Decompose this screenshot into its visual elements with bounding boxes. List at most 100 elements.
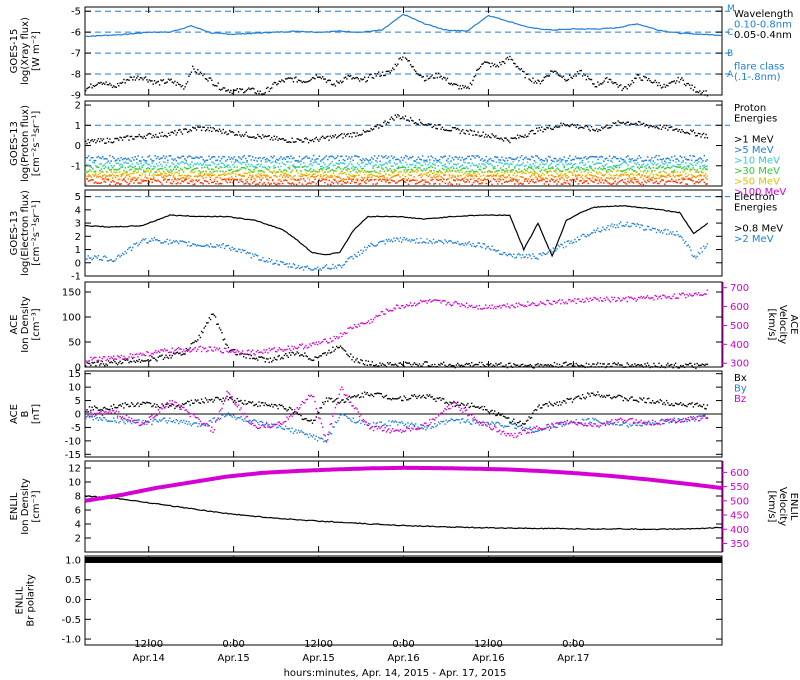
data-point bbox=[148, 163, 151, 166]
data-point bbox=[186, 175, 189, 177]
data-point bbox=[655, 164, 657, 166]
data-point bbox=[359, 166, 362, 168]
data-point bbox=[325, 177, 328, 179]
data-point bbox=[86, 157, 88, 159]
data-point bbox=[519, 135, 521, 137]
data-point bbox=[375, 183, 377, 185]
data-point bbox=[465, 243, 468, 246]
data-point bbox=[363, 169, 366, 172]
data-point bbox=[306, 347, 309, 349]
data-point bbox=[408, 239, 410, 241]
data-point bbox=[389, 118, 391, 120]
data-point bbox=[529, 180, 531, 182]
data-point bbox=[281, 356, 283, 359]
data-point bbox=[257, 183, 260, 185]
data-point bbox=[671, 81, 673, 83]
data-point bbox=[689, 162, 691, 165]
data-point bbox=[226, 178, 229, 180]
data-point bbox=[587, 366, 589, 368]
data-point bbox=[246, 135, 249, 137]
data-point bbox=[516, 174, 519, 177]
data-point bbox=[432, 366, 435, 368]
data-point bbox=[513, 178, 516, 180]
data-point bbox=[189, 347, 191, 349]
data-point bbox=[655, 167, 657, 169]
data-point bbox=[434, 182, 437, 185]
data-point bbox=[223, 247, 226, 250]
data-point bbox=[634, 77, 636, 79]
data-point bbox=[359, 178, 362, 181]
data-point bbox=[686, 245, 688, 247]
data-point bbox=[490, 66, 492, 68]
data-point bbox=[569, 363, 571, 365]
data-point bbox=[162, 175, 165, 177]
data-point bbox=[366, 170, 369, 173]
data-point bbox=[121, 174, 124, 176]
data-point bbox=[110, 181, 112, 183]
data-point bbox=[222, 162, 224, 165]
data-point bbox=[622, 174, 625, 176]
data-point bbox=[339, 177, 342, 180]
data-point bbox=[103, 180, 105, 183]
data-point bbox=[214, 316, 217, 318]
data-point bbox=[509, 179, 512, 182]
data-point bbox=[96, 166, 98, 168]
data-point bbox=[440, 162, 442, 164]
data-point bbox=[313, 269, 315, 271]
data-point bbox=[150, 171, 152, 173]
data-point bbox=[465, 178, 468, 180]
data-point bbox=[280, 156, 282, 158]
data-point bbox=[530, 165, 533, 168]
data-point bbox=[179, 348, 181, 350]
data-point bbox=[611, 81, 613, 83]
data-point bbox=[341, 155, 343, 158]
data-point bbox=[624, 182, 626, 184]
data-point bbox=[481, 246, 483, 249]
data-point bbox=[268, 347, 270, 350]
data-point bbox=[476, 134, 478, 136]
data-point bbox=[418, 119, 421, 121]
data-point bbox=[282, 357, 284, 360]
data-point bbox=[615, 122, 617, 124]
data-point bbox=[296, 351, 298, 353]
data-point bbox=[672, 159, 674, 162]
data-point bbox=[566, 177, 568, 179]
data-point bbox=[617, 157, 619, 160]
data-point bbox=[536, 166, 539, 169]
data-point bbox=[525, 365, 528, 367]
data-point bbox=[666, 166, 669, 168]
data-point bbox=[471, 155, 473, 157]
data-point bbox=[410, 157, 413, 159]
data-point bbox=[214, 349, 217, 351]
data-point bbox=[357, 134, 359, 137]
data-point bbox=[290, 183, 292, 185]
data-point bbox=[172, 174, 175, 176]
data-point bbox=[346, 353, 348, 355]
data-point bbox=[276, 162, 278, 164]
data-point bbox=[523, 366, 525, 368]
data-point bbox=[614, 165, 616, 167]
data-point bbox=[393, 237, 395, 239]
data-point bbox=[259, 165, 261, 168]
data-point bbox=[320, 165, 322, 168]
data-point bbox=[420, 164, 422, 167]
data-point bbox=[394, 63, 396, 66]
data-point bbox=[396, 167, 398, 169]
data-point bbox=[378, 241, 380, 244]
data-point bbox=[577, 167, 580, 169]
data-point bbox=[341, 266, 343, 269]
data-point bbox=[628, 158, 631, 160]
data-point bbox=[581, 159, 584, 162]
data-point bbox=[300, 170, 302, 172]
data-point bbox=[236, 353, 238, 356]
data-point bbox=[293, 166, 295, 168]
data-point bbox=[106, 175, 108, 177]
data-point bbox=[331, 168, 333, 171]
data-point bbox=[449, 239, 451, 242]
data-point bbox=[392, 172, 394, 174]
data-point bbox=[395, 237, 398, 239]
data-point bbox=[348, 163, 350, 165]
data-point bbox=[305, 355, 307, 357]
data-point bbox=[559, 170, 561, 173]
data-point bbox=[437, 172, 439, 174]
